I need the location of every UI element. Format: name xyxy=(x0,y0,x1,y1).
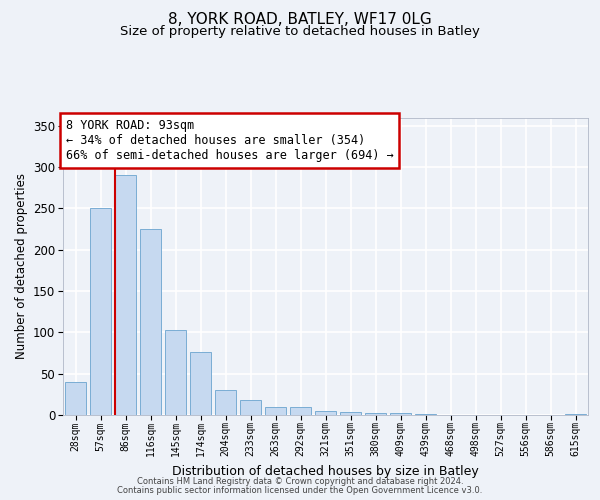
Bar xyxy=(215,390,236,415)
Text: 8 YORK ROAD: 93sqm
← 34% of detached houses are smaller (354)
66% of semi-detach: 8 YORK ROAD: 93sqm ← 34% of detached hou… xyxy=(65,119,394,162)
Bar xyxy=(165,330,186,415)
Y-axis label: Number of detached properties: Number of detached properties xyxy=(14,174,28,359)
Bar xyxy=(565,414,586,415)
Bar xyxy=(115,176,136,415)
Bar xyxy=(265,406,286,415)
Bar xyxy=(240,400,261,415)
Text: Contains public sector information licensed under the Open Government Licence v3: Contains public sector information licen… xyxy=(118,486,482,495)
Bar xyxy=(190,352,211,415)
Text: Size of property relative to detached houses in Batley: Size of property relative to detached ho… xyxy=(120,25,480,38)
Bar xyxy=(390,414,411,415)
Bar xyxy=(290,406,311,415)
Bar xyxy=(140,229,161,415)
Bar xyxy=(315,411,336,415)
Text: Contains HM Land Registry data © Crown copyright and database right 2024.: Contains HM Land Registry data © Crown c… xyxy=(137,477,463,486)
Bar xyxy=(65,382,86,415)
X-axis label: Distribution of detached houses by size in Batley: Distribution of detached houses by size … xyxy=(172,465,479,478)
Bar xyxy=(340,412,361,415)
Bar xyxy=(90,208,111,415)
Text: 8, YORK ROAD, BATLEY, WF17 0LG: 8, YORK ROAD, BATLEY, WF17 0LG xyxy=(168,12,432,28)
Bar xyxy=(365,412,386,415)
Bar xyxy=(415,414,436,415)
